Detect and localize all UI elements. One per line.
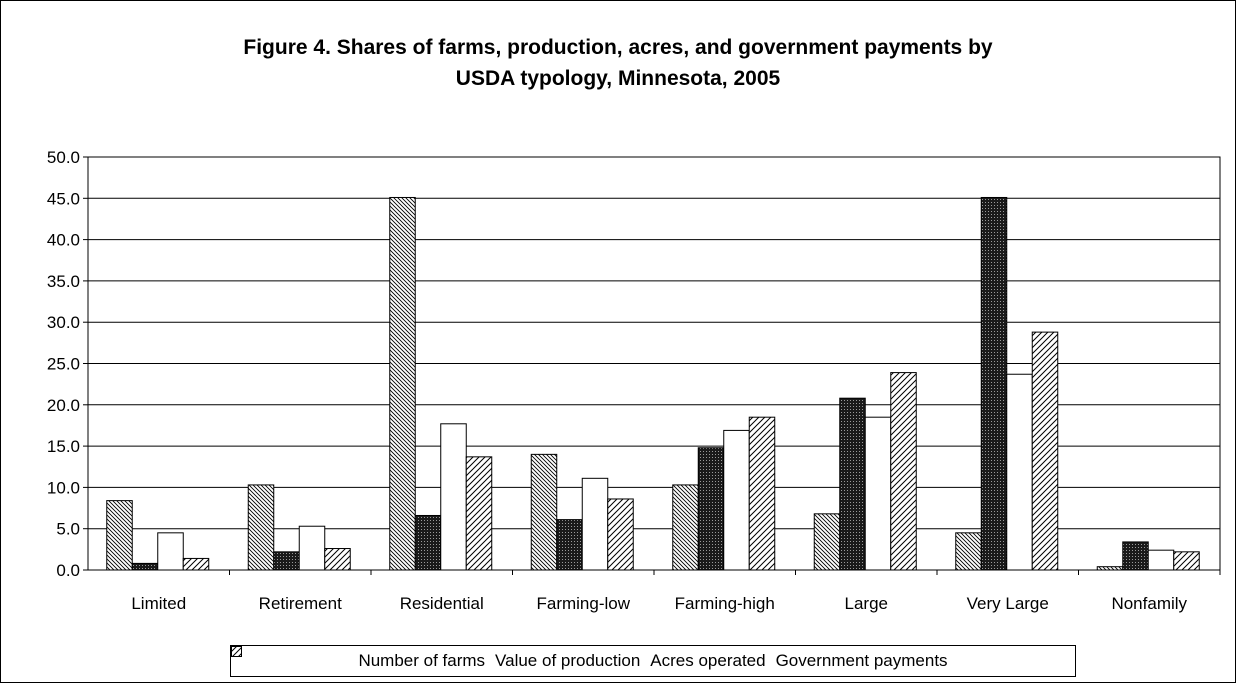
- y-tick-label: 50.0: [47, 148, 80, 167]
- x-category-label: Farming-low: [536, 594, 630, 613]
- y-tick-label: 10.0: [47, 478, 80, 497]
- bar-value-of-production: [556, 519, 583, 571]
- bar-government-payments: [465, 456, 493, 571]
- bar-acres-operated: [581, 477, 609, 571]
- legend-label: Government payments: [775, 651, 948, 670]
- chart-legend: Number of farms Value of production Acres …: [230, 645, 1076, 677]
- y-tick-label: 45.0: [47, 189, 80, 208]
- x-category-label: Large: [845, 594, 888, 613]
- bar-value-of-production: [697, 447, 725, 571]
- bar-number-of-farms: [106, 500, 133, 571]
- chart-title: Figure 4. Shares of farms, production, a…: [243, 36, 993, 90]
- bar-acres-operated: [157, 532, 184, 571]
- legend-item: Number of farms: [231, 646, 486, 671]
- bar-acres-operated: [440, 423, 467, 571]
- x-category-label: Residential: [400, 594, 484, 613]
- bar-acres-operated: [864, 416, 892, 571]
- bar-government-payments: [1173, 551, 1200, 571]
- bar-acres-operated: [1147, 549, 1175, 571]
- bar-acres-operated: [1006, 373, 1033, 571]
- legend-label: Value of production: [495, 651, 641, 670]
- bar-value-of-production: [131, 562, 159, 571]
- x-category-label: Nonfamily: [1111, 594, 1187, 613]
- x-category-label: Very Large: [967, 594, 1049, 613]
- bar-government-payments: [607, 498, 634, 571]
- y-tick-label: 15.0: [47, 437, 80, 456]
- bar-number-of-farms: [672, 484, 699, 571]
- bar-government-payments: [182, 557, 210, 571]
- legend-label: Acres operated: [650, 651, 766, 670]
- bar-value-of-production: [273, 551, 300, 571]
- bar-government-payments: [748, 416, 776, 571]
- y-tick-label: 40.0: [47, 231, 80, 250]
- bar-value-of-production: [839, 397, 866, 571]
- x-category-label: Retirement: [259, 594, 342, 613]
- bar-value-of-production: [414, 514, 442, 571]
- y-tick-label: 25.0: [47, 355, 80, 374]
- bar-government-payments: [890, 372, 917, 571]
- y-tick-label: 30.0: [47, 313, 80, 332]
- x-category-label: Farming-high: [675, 594, 775, 613]
- bar-number-of-farms: [955, 532, 982, 571]
- bar-value-of-production: [1122, 541, 1149, 571]
- legend-item: Acres operated: [231, 646, 766, 671]
- bar-number-of-farms: [247, 484, 275, 571]
- y-tick-label: 5.0: [56, 520, 80, 539]
- bar-value-of-production: [980, 196, 1008, 571]
- legend-label: Number of farms: [358, 651, 486, 670]
- y-tick-label: 35.0: [47, 272, 80, 291]
- legend-swatch: [231, 646, 242, 657]
- bar-acres-operated: [723, 429, 750, 571]
- legend-item: Value of production: [231, 646, 641, 671]
- x-category-label: Limited: [131, 594, 186, 613]
- y-tick-label: 0.0: [56, 561, 80, 580]
- bar-government-payments: [324, 548, 351, 571]
- legend-item: Government payments: [231, 646, 948, 671]
- bar-government-payments: [1031, 331, 1059, 571]
- bar-number-of-farms: [530, 453, 558, 571]
- bar-number-of-farms: [813, 513, 841, 571]
- y-tick-label: 20.0: [47, 396, 80, 415]
- bar-number-of-farms: [389, 196, 416, 571]
- bar-acres-operated: [298, 525, 326, 571]
